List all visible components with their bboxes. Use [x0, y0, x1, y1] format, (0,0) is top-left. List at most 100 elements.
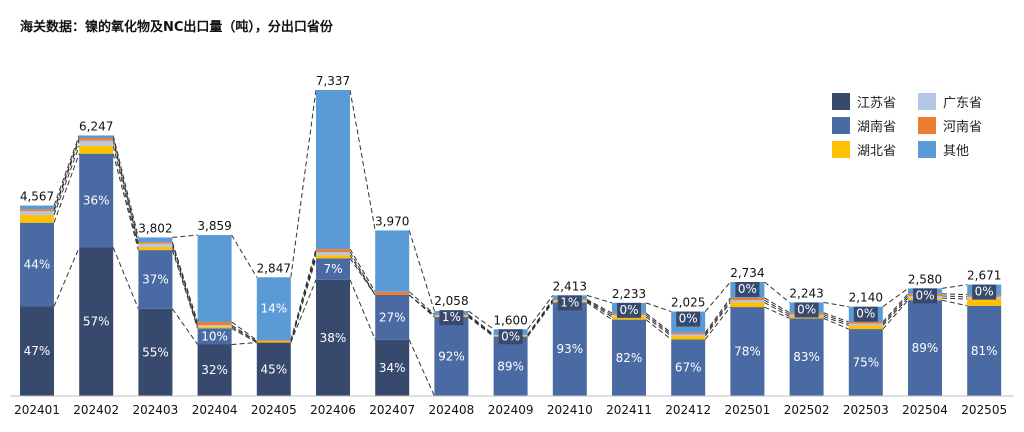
legend-swatch: [918, 140, 936, 158]
total-label: 6,247: [79, 119, 113, 133]
bar-segment-hn: [375, 294, 410, 340]
bar-segment-he: [20, 209, 54, 212]
series-line-hb: [527, 301, 554, 337]
total-label: 2,058: [434, 294, 468, 308]
pct-label-bg: [853, 306, 878, 322]
series-line-hn: [290, 258, 317, 343]
pct-label: 32%: [201, 363, 228, 377]
series-line-he: [468, 314, 494, 335]
legend-item-hb: 湖北省: [832, 140, 896, 159]
series-line-ot: [586, 294, 613, 304]
bar-segment-hb: [671, 336, 706, 340]
series-line-he: [231, 321, 258, 341]
series-line-he: [764, 297, 790, 314]
bar-segment-hn: [908, 300, 942, 396]
pct-label-bg: [794, 302, 819, 318]
bar-segment-gd: [138, 243, 173, 247]
bar-segment-hn: [20, 222, 54, 307]
legend-swatch: [918, 92, 936, 110]
bar-segment-he: [730, 297, 765, 301]
series-line-hb: [764, 302, 790, 317]
series-line-hn: [468, 316, 494, 338]
legend-label: 其他: [943, 143, 970, 159]
series-line-gd: [349, 251, 376, 296]
series-line-hb: [112, 145, 139, 248]
bar-segment-gd: [848, 323, 883, 326]
series-line-hn: [112, 153, 139, 251]
total-label: 2,847: [257, 261, 291, 275]
series-line-ot: [53, 135, 80, 206]
series-line-gd: [882, 295, 909, 325]
total-label: 3,859: [197, 219, 231, 233]
pct-label-bg: [676, 311, 701, 327]
bar-segment-gd: [671, 334, 706, 337]
pct-label: 78%: [734, 345, 761, 359]
pct-label: 57%: [83, 315, 110, 329]
pct-label: 0%: [915, 288, 934, 302]
series-line-hb: [468, 315, 494, 337]
bar-segment-hn: [730, 307, 765, 396]
total-label: 2,140: [849, 291, 883, 305]
bar-segment-he: [79, 138, 114, 141]
bar-segment-gd: [730, 300, 765, 303]
x-tick-label: 202501: [724, 403, 770, 417]
series-line-gd: [231, 324, 258, 342]
x-tick-label: 202401: [14, 403, 60, 417]
series-line-he: [53, 137, 80, 210]
legend-label: 河南省: [943, 119, 983, 135]
pct-label: 89%: [497, 359, 524, 373]
series-line-js: [290, 279, 317, 343]
pct-label: 10%: [201, 329, 228, 343]
series-line-ot: [764, 281, 790, 303]
series-line-gd: [941, 295, 968, 298]
series-line-hb: [823, 316, 849, 326]
bar-segment-hn: [671, 339, 706, 396]
bar-segment-hn: [967, 305, 1002, 396]
total-label: 7,337: [316, 74, 350, 88]
pct-label: 34%: [379, 361, 406, 375]
pct-label: 27%: [379, 310, 406, 324]
total-label: 3,802: [138, 221, 172, 235]
bar-segment-ot: [20, 205, 54, 210]
bar-segment-he: [316, 249, 350, 253]
x-tick-label: 202404: [192, 403, 238, 417]
bar-segment-js: [375, 339, 410, 396]
bar-segment-hn: [79, 153, 114, 248]
series-line-he: [882, 293, 909, 323]
legend-item-ot: 其他: [918, 140, 970, 159]
bar-segment-hn: [138, 250, 173, 309]
pct-label: 93%: [556, 342, 583, 356]
bar-segment-ot: [138, 237, 173, 243]
series-line-ot: [468, 310, 494, 330]
pct-label: 0%: [975, 285, 994, 299]
bar-segment-hn: [612, 319, 646, 396]
series-line-gd: [645, 314, 672, 335]
bar-segment-hb: [197, 326, 232, 329]
series-line-he: [941, 293, 968, 296]
series-line-he: [527, 299, 554, 335]
total-label: 2,671: [967, 269, 1001, 283]
series-line-ot: [290, 89, 317, 278]
legend-label: 湖南省: [857, 119, 897, 135]
series-line-ot: [527, 295, 554, 330]
series-line-hn: [53, 153, 80, 223]
pct-label: 0%: [856, 307, 875, 321]
bar-segment-gd: [316, 252, 350, 256]
pct-label-bg: [972, 284, 997, 300]
bar-segment-gd: [197, 325, 232, 327]
bar-segment-hn: [493, 336, 528, 396]
series-line-js: [53, 247, 80, 307]
pct-label-bg: [617, 302, 641, 318]
series-line-hb: [53, 145, 80, 216]
pct-label: 45%: [260, 362, 287, 376]
x-tick-label: 202505: [961, 403, 1007, 417]
pct-label-bg: [557, 295, 582, 311]
x-tick-label: 202410: [547, 403, 593, 417]
series-line-gd: [53, 140, 80, 212]
bar-segment-js: [256, 342, 291, 396]
series-line-ot: [408, 230, 435, 312]
series-line-gd: [704, 299, 731, 335]
legend-swatch: [918, 116, 936, 134]
series-line-js: [231, 342, 257, 345]
